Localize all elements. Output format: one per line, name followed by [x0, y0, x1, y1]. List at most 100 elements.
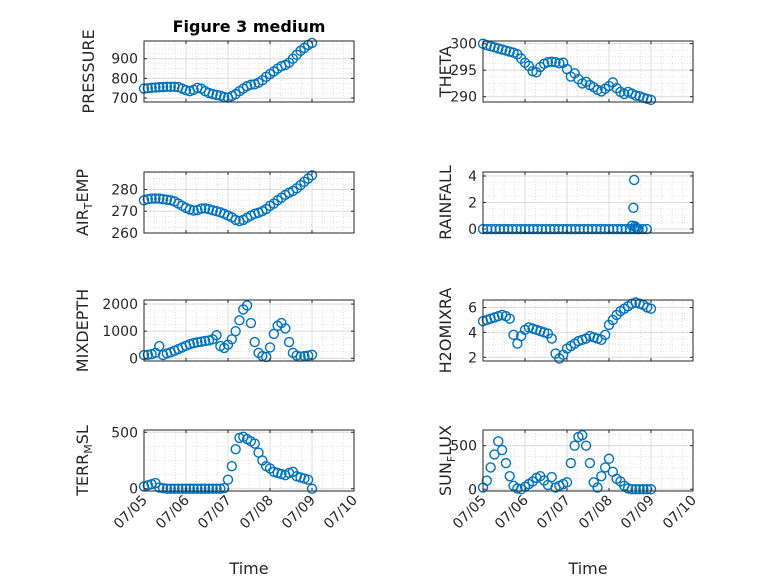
x-tick-label: 07/07 — [195, 493, 235, 533]
data-point — [630, 90, 641, 101]
y-tick-label: 280 — [111, 182, 138, 198]
axes-terr_msl: 0 500 07/05 07/06 07/07 07/08 07/09 07/10 TERRMS… — [73, 425, 361, 578]
y-tick-label: 0 — [468, 222, 477, 238]
x-tick-label: 07/06 — [153, 492, 193, 532]
data-point — [188, 205, 199, 216]
data-point — [622, 483, 634, 494]
data-point — [493, 436, 504, 447]
x-axis-label: Time — [567, 559, 607, 578]
data-point — [142, 194, 154, 205]
axes-h2omixra: 2 4 6 H2OMIXRA — [436, 288, 694, 374]
y-axis-label: THETA — [436, 46, 455, 98]
data-point — [249, 336, 260, 348]
axes-box — [143, 299, 355, 362]
data-point — [211, 89, 222, 101]
x-tick-label: 07/05 — [450, 493, 490, 533]
y-tick-label: 270 — [111, 204, 138, 220]
data-point — [628, 202, 639, 214]
data-point — [161, 81, 173, 93]
axes-box — [143, 171, 355, 234]
data-point — [577, 430, 588, 441]
data-point — [180, 483, 192, 494]
data-point — [264, 342, 276, 353]
data-point — [192, 337, 203, 348]
data-point — [580, 440, 592, 451]
y-tick-label: 0 — [129, 482, 138, 498]
data-point — [599, 462, 611, 473]
data-point — [302, 350, 314, 361]
data-point — [485, 462, 496, 473]
y-tick-label: 2 — [468, 196, 477, 212]
y-tick-label: 300 — [450, 37, 477, 53]
data-point — [207, 483, 218, 494]
data-point — [302, 474, 314, 485]
y-axis-label: MIXDEPTH — [73, 289, 92, 372]
data-point — [629, 221, 641, 232]
data-point — [142, 349, 154, 360]
axes-pressure: 700 800 900 PRESSURE Figure 3 medium — [79, 17, 355, 114]
data-point — [512, 483, 523, 494]
data-point — [230, 325, 241, 337]
data-point — [599, 329, 611, 341]
data-point — [157, 81, 169, 93]
data-point — [207, 205, 218, 216]
chart-title: Figure 3 medium — [173, 17, 326, 36]
data-point — [630, 484, 641, 495]
data-point — [542, 57, 554, 68]
y-tick-label: 290 — [450, 90, 477, 106]
axes-box — [482, 40, 694, 103]
x-tick-label: 07/10 — [660, 493, 700, 533]
data-point — [500, 457, 512, 469]
data-point — [546, 56, 557, 67]
axes-box — [143, 429, 355, 492]
data-point — [565, 457, 577, 469]
y-tick-label: 500 — [111, 425, 138, 441]
data-point — [569, 440, 580, 451]
data-point — [306, 170, 318, 181]
x-tick-label: 07/05 — [111, 493, 151, 533]
data-point — [161, 194, 173, 205]
data-point — [157, 482, 169, 494]
data-point — [496, 444, 508, 456]
y-axis-label: AIRTEMP — [73, 169, 95, 236]
data-point — [196, 336, 207, 347]
data-point — [504, 313, 515, 324]
x-tick-label: 07/06 — [492, 492, 532, 532]
y-tick-label: 500 — [450, 439, 477, 455]
y-tick-label: 900 — [111, 52, 138, 68]
axes-mixdepth: 0 1000 2000 MIXDEPTH — [73, 289, 355, 372]
data-point — [165, 81, 176, 93]
data-point — [150, 82, 161, 93]
data-point — [199, 203, 211, 214]
data-point — [280, 323, 291, 334]
y-tick-label: 6 — [468, 300, 477, 316]
y-axis-label: SUNFLUX — [436, 425, 458, 496]
data-point — [554, 58, 565, 69]
x-tick-label: 07/10 — [321, 493, 361, 533]
x-tick-label: 07/09 — [279, 493, 319, 533]
y-tick-label: 0 — [129, 351, 138, 367]
data-point — [211, 483, 222, 494]
data-point — [215, 483, 226, 494]
data-point — [173, 483, 184, 494]
data-point — [199, 483, 211, 494]
data-point — [489, 449, 500, 460]
data-point — [146, 193, 157, 204]
data-point — [306, 37, 318, 49]
y-tick-label: 800 — [111, 71, 138, 87]
y-tick-label: 0 — [468, 482, 477, 498]
x-tick-label: 07/07 — [534, 493, 574, 533]
data-point — [245, 79, 257, 90]
y-axis-label: TERRMSL — [73, 425, 95, 497]
data-point — [546, 333, 557, 344]
data-point — [230, 444, 241, 455]
data-point — [196, 203, 207, 214]
axes-rainfall: 0 2 4 RAINFALL — [436, 165, 694, 240]
data-point — [169, 483, 180, 494]
data-point — [154, 193, 165, 204]
axes-air_temp: 260 270 280 AIRTEMP — [73, 169, 355, 242]
x-tick-label: 07/08 — [237, 493, 277, 533]
data-point — [504, 470, 515, 482]
y-axis-label: H2OMIXRA — [436, 288, 455, 374]
data-point — [481, 475, 493, 486]
